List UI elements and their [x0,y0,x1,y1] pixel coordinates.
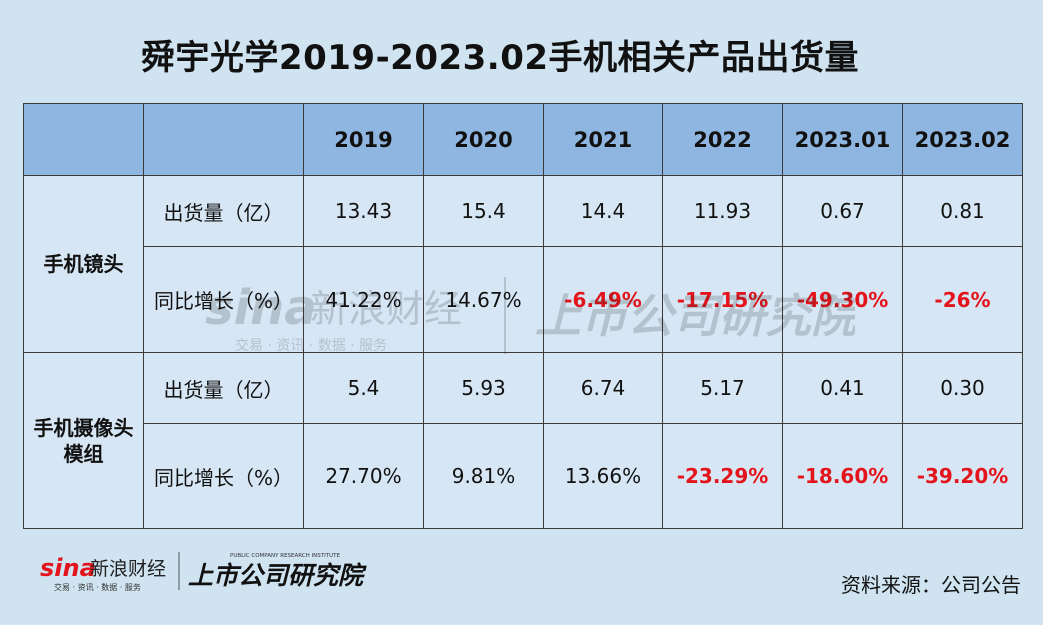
svg-text:交易 · 资讯 · 数据 · 服务: 交易 · 资讯 · 数据 · 服务 [54,582,141,592]
header-blank-1 [23,103,144,176]
column-header: 2022 [662,103,783,176]
shipment-table: 2019 2020 2021 2022 2023.01 2023.02 手机镜头… [23,103,1023,529]
svg-text:sina: sina [40,554,96,582]
cell-value: 6.74 [543,352,663,424]
cell-value: 13.66% [543,423,663,529]
cell-value: 15.4 [423,175,544,247]
svg-text:PUBLIC COMPANY RESEARCH INSTIT: PUBLIC COMPANY RESEARCH INSTITUTE [230,553,341,559]
cell-value: -26% [902,246,1023,353]
column-header: 2023.01 [782,103,903,176]
cell-value: -39.20% [902,423,1023,529]
cell-value: 0.67 [782,175,903,247]
svg-text:上市公司研究院: 上市公司研究院 [188,561,367,590]
cell-value: 0.41 [782,352,903,424]
group-label: 手机镜头 [23,175,144,353]
table-row: 手机摄像头模组 出货量（亿） 5.4 5.93 6.74 5.17 0.41 0… [23,352,1023,529]
svg-text:新浪财经: 新浪财经 [90,558,166,580]
table-row: 手机镜头 出货量（亿） 13.43 15.4 14.4 11.93 0.67 0… [23,175,1023,353]
cell-value: 0.81 [902,175,1023,247]
cell-value: -23.29% [662,423,783,529]
cell-value: 11.93 [662,175,783,247]
row-label: 同比增长（%） [143,423,304,529]
page-title: 舜宇光学2019-2023.02手机相关产品出货量 [140,38,860,78]
row-label: 同比增长（%） [143,246,304,353]
cell-value: 0.30 [902,352,1023,424]
header-row: 2019 2020 2021 2022 2023.01 2023.02 [23,103,1023,176]
sina-institute-logo: sina 新浪财经 交易 · 资讯 · 数据 · 服务 PUBLIC COMPA… [40,552,367,592]
row-label: 出货量（亿） [143,175,304,247]
column-header: 2019 [303,103,424,176]
cell-value: 27.70% [303,423,424,529]
column-header: 2020 [423,103,544,176]
cell-value: 14.4 [543,175,663,247]
cell-value: 41.22% [303,246,424,353]
cell-value: 5.93 [423,352,544,424]
group-label: 手机摄像头模组 [23,352,144,529]
column-header: 2021 [543,103,663,176]
cell-value: -49.30% [782,246,903,353]
cell-value: 5.4 [303,352,424,424]
cell-value: -18.60% [782,423,903,529]
cell-value: 5.17 [662,352,783,424]
source-note: 资料来源：公司公告 [841,573,1021,597]
cell-value: -17.15% [662,246,783,353]
cell-value: 13.43 [303,175,424,247]
cell-value: 9.81% [423,423,544,529]
header-blank-2 [143,103,304,176]
table-row: 同比增长（%） 41.22% 14.67% -6.49% -17.15% -49… [24,246,1023,353]
row-label: 出货量（亿） [143,352,304,424]
cell-value: 14.67% [423,246,544,353]
table-row: 同比增长（%） 27.70% 9.81% 13.66% -23.29% -18.… [24,423,1023,529]
cell-value: -6.49% [543,246,663,353]
column-header: 2023.02 [902,103,1023,176]
